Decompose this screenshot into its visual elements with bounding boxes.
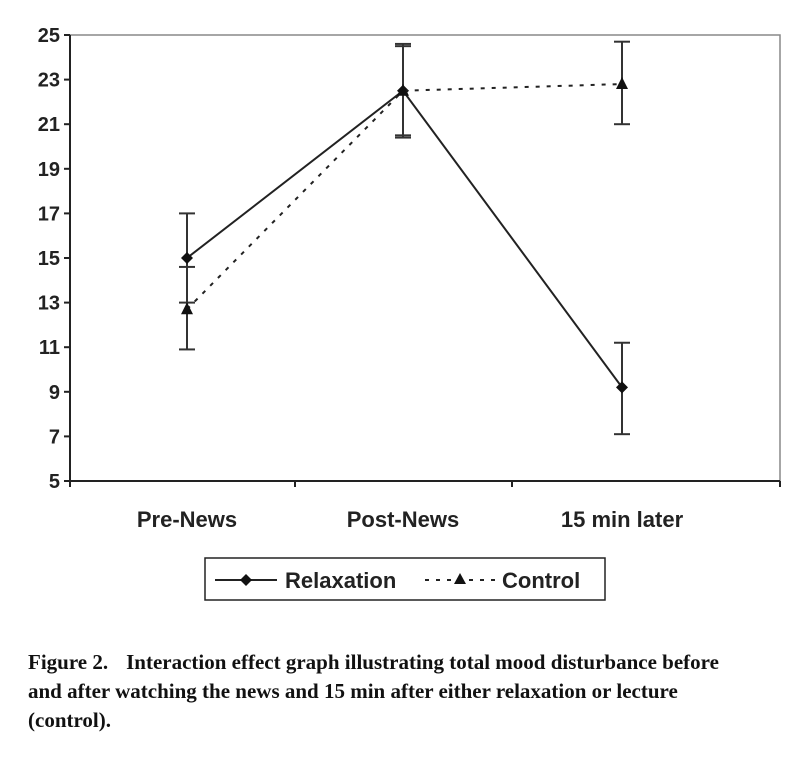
legend-box	[204, 557, 606, 601]
legend-marker-relaxation	[240, 574, 252, 586]
plot-frame	[69, 34, 781, 482]
y-tick-label: 23	[38, 70, 60, 92]
y-tick-label: 11	[39, 337, 60, 359]
y-tick-label: 19	[38, 159, 60, 181]
legend-label-relaxation: Relaxation	[285, 568, 396, 593]
y-tick-label: 13	[38, 293, 60, 315]
y-tick-label: 17	[38, 203, 60, 225]
data-point-control	[181, 302, 193, 315]
y-tick-label: 7	[49, 426, 60, 448]
data-point-control	[397, 83, 409, 96]
y-tick-label: 21	[38, 114, 60, 136]
caption-label: Figure 2.	[28, 650, 109, 674]
data-point-control	[616, 77, 628, 90]
y-tick-label: 25	[38, 25, 60, 47]
x-tick-label: Pre-News	[137, 507, 237, 532]
line-chart: 5 7 9 11 13 15 17 19 21 23 25 Pre-News Post-News 15 m…	[38, 25, 781, 601]
legend-label-control: Control	[502, 568, 580, 593]
x-tick-label: Post-News	[347, 507, 459, 532]
series-line-control	[186, 83, 623, 310]
y-tick-label: 9	[49, 382, 60, 404]
data-point-relaxation	[181, 252, 193, 264]
caption-text: Interaction effect graph illustrating to…	[28, 650, 719, 732]
y-tick-label: 5	[49, 471, 60, 493]
data-point-relaxation	[616, 381, 628, 394]
legend-marker-control	[454, 573, 466, 584]
y-tick-label: 15	[38, 248, 60, 270]
x-tick-label: 15 min later	[561, 507, 684, 532]
figure-caption: Figure 2. Interaction effect graph illust…	[28, 648, 748, 735]
